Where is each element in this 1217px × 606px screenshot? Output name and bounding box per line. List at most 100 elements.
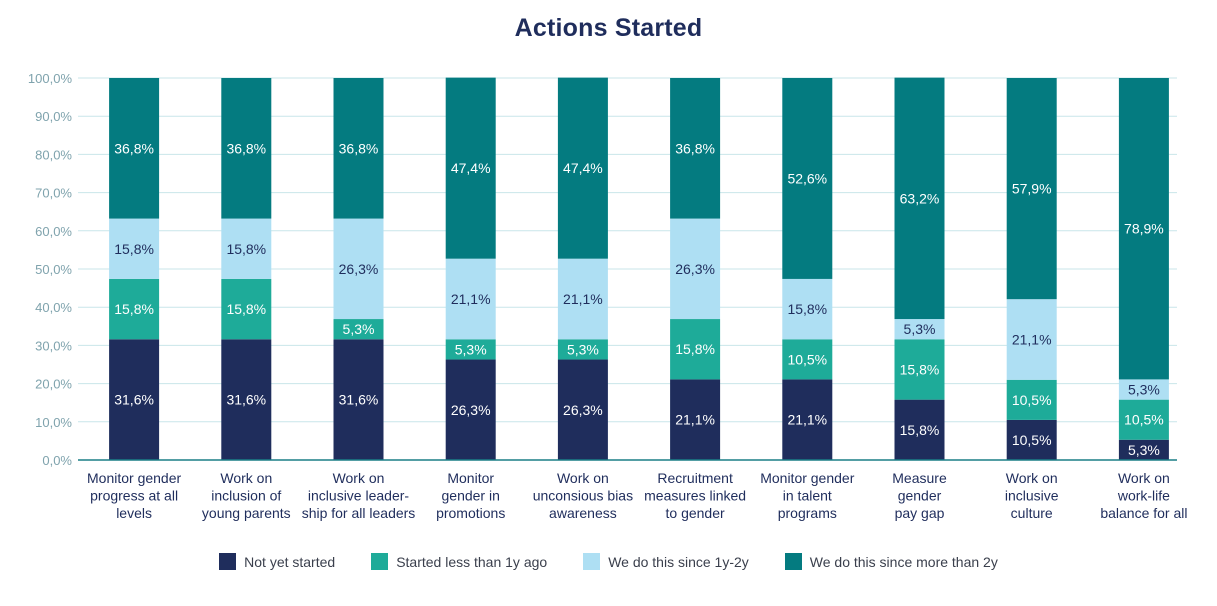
bar-segment — [333, 218, 384, 320]
data-label: 10,5% — [1012, 432, 1052, 448]
bar-segment — [557, 339, 608, 360]
data-label: 21,1% — [675, 412, 715, 428]
y-tick-label: 80,0% — [35, 147, 72, 162]
x-tick-label: in talent — [783, 488, 832, 504]
y-tick-label: 100,0% — [28, 71, 73, 86]
bar-segment — [109, 218, 160, 279]
data-label: 26,3% — [675, 261, 715, 277]
legend-swatch — [371, 553, 389, 570]
x-tick-label: Work on — [557, 470, 609, 486]
data-label: 31,6% — [114, 392, 154, 408]
y-tick-label: 70,0% — [35, 186, 72, 201]
data-label: 26,3% — [451, 402, 491, 418]
x-tick-label: promotions — [436, 505, 505, 521]
x-tick-label: gender in — [442, 488, 500, 504]
bar-segment — [894, 77, 945, 320]
data-label: 52,6% — [787, 170, 827, 186]
x-tick-label: inclusive — [1005, 488, 1059, 504]
legend-label: Not yet started — [244, 553, 336, 570]
data-label: 26,3% — [563, 402, 603, 418]
legend-item-started-less-than-1y: Started less than 1y ago — [371, 553, 547, 570]
y-tick-label: 40,0% — [35, 300, 72, 315]
bar-segment — [557, 77, 608, 259]
data-label: 31,6% — [339, 392, 379, 408]
data-label: 47,4% — [563, 160, 603, 176]
x-tick-label: inclusion of — [211, 488, 281, 504]
data-label: 10,5% — [1012, 392, 1052, 408]
x-tick-label: inclusive leader- — [308, 488, 409, 504]
bar-segment — [221, 339, 272, 460]
bar-segment — [109, 78, 160, 219]
data-label: 63,2% — [900, 190, 940, 206]
x-tick-label: gender — [898, 488, 942, 504]
y-tick-label: 60,0% — [35, 224, 72, 239]
data-label: 15,8% — [675, 341, 715, 357]
bar-segment — [782, 78, 833, 279]
stacked-bar-chart: 0,0% 10,0% 20,0% 30,0% 40,0% 50,0% 60,0% 70,0% 8… — [28, 71, 1188, 521]
bar-segment — [894, 399, 945, 460]
y-tick-label: 50,0% — [35, 262, 72, 277]
data-label: 21,1% — [1012, 331, 1052, 347]
data-label: 15,8% — [900, 361, 940, 377]
x-tick-label: Work on — [220, 470, 272, 486]
y-tick-label: 30,0% — [35, 338, 72, 353]
bar-segment — [109, 339, 160, 460]
legend-swatch — [219, 553, 237, 570]
bar-segment — [1118, 439, 1169, 460]
chart-legend: Not yet started Started less than 1y ago… — [0, 553, 1217, 570]
legend-label: Started less than 1y ago — [396, 553, 548, 570]
x-tick-label: to gender — [666, 505, 725, 521]
x-tick-label: ship for all leaders — [302, 505, 416, 521]
bar-segment — [894, 319, 945, 340]
x-tick-label: young parents — [202, 505, 291, 521]
legend-swatch — [583, 553, 601, 570]
data-label: 47,4% — [451, 160, 491, 176]
x-tick-label: programs — [778, 505, 837, 521]
bar-segment — [1006, 419, 1057, 460]
x-tick-label: Monitor gender — [87, 470, 182, 486]
bar-segment — [333, 339, 384, 460]
data-label: 10,5% — [787, 351, 827, 367]
bar-segment — [445, 77, 496, 259]
data-label: 5,3% — [455, 341, 487, 357]
legend-item-not-yet-started: Not yet started — [219, 553, 335, 570]
data-label: 36,8% — [339, 140, 379, 156]
data-label: 15,8% — [114, 241, 154, 257]
data-label: 5,3% — [1128, 382, 1160, 398]
bar-segment — [109, 278, 160, 340]
data-label: 57,9% — [1012, 181, 1052, 197]
x-tick-label: Measure — [892, 470, 947, 486]
bar-segment — [782, 379, 833, 460]
data-label: 36,8% — [226, 140, 266, 156]
bar-segment — [445, 258, 496, 340]
data-label: 36,8% — [114, 140, 154, 156]
bar-segment — [670, 319, 721, 380]
bar-segment — [1118, 78, 1169, 380]
x-tick-label: Work on — [333, 470, 385, 486]
x-tick-label: Work on — [1118, 470, 1170, 486]
x-tick-label: progress at all — [90, 488, 178, 504]
x-tick-label: balance for all — [1100, 505, 1187, 521]
data-label: 15,8% — [226, 241, 266, 257]
x-tick-label: awareness — [549, 505, 617, 521]
legend-item-since-more-than-2y: We do this since more than 2y — [784, 553, 998, 570]
x-tick-label: Monitor — [447, 470, 494, 486]
bar-segment — [670, 78, 721, 219]
data-label: 36,8% — [675, 140, 715, 156]
bar-segment — [782, 278, 833, 340]
data-label: 15,8% — [900, 422, 940, 438]
bar-segment — [221, 278, 272, 340]
y-tick-label: 90,0% — [35, 109, 72, 124]
data-label: 26,3% — [339, 261, 379, 277]
legend-label: We do this since 1y-2y — [608, 553, 749, 570]
x-tick-label: culture — [1011, 505, 1053, 521]
bar-segment — [445, 339, 496, 360]
legend-swatch — [784, 553, 802, 570]
data-label: 5,3% — [1128, 442, 1160, 458]
chart-title: Actions Started — [514, 14, 703, 42]
y-tick-label: 0,0% — [42, 453, 72, 468]
bar-segment — [894, 339, 945, 400]
data-label: 31,6% — [226, 392, 266, 408]
data-label: 21,1% — [787, 412, 827, 428]
x-tick-label: levels — [116, 505, 152, 521]
